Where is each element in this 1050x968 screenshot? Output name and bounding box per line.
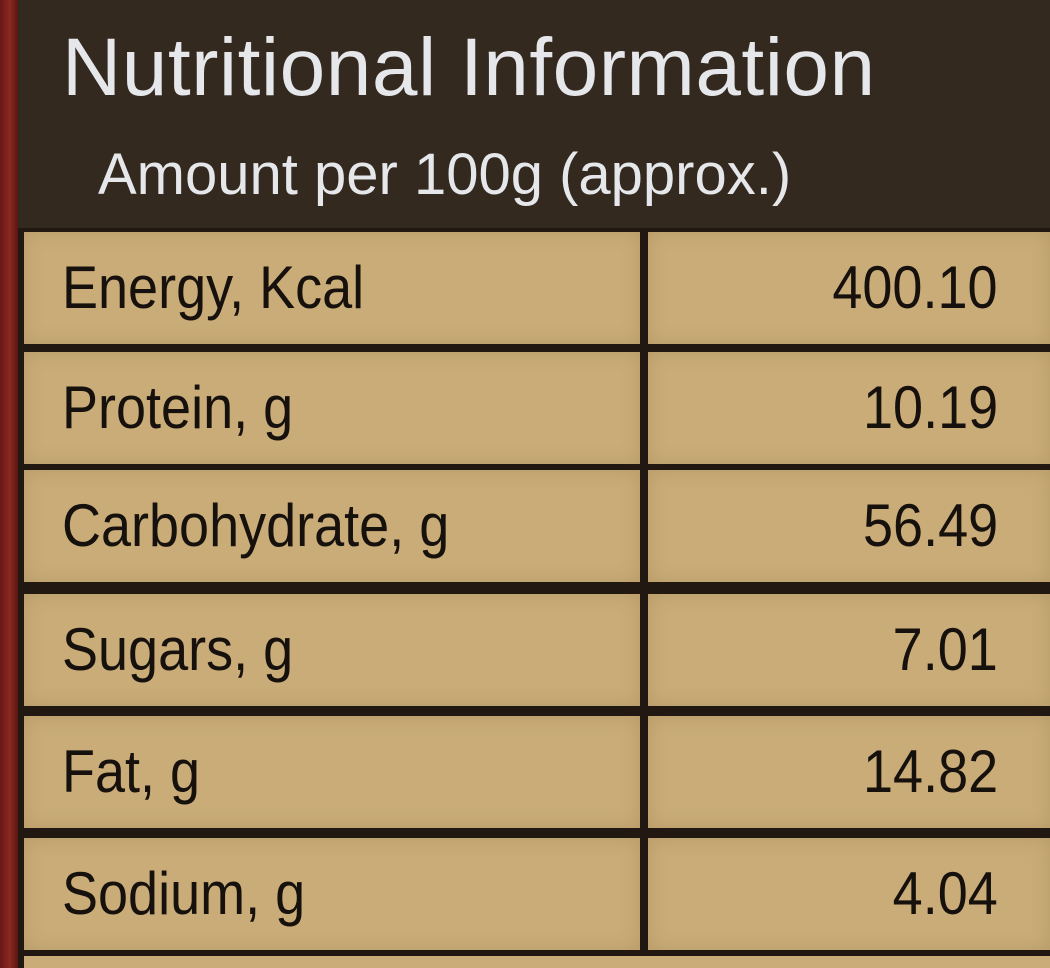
nutrient-label: Carbohydrate, g	[62, 492, 450, 559]
nutrition-table: Energy, Kcal 400.10 Protein, g 10.19 Car…	[18, 228, 1050, 968]
label-cell: Sugars, g	[24, 594, 640, 706]
label-cell: Sodium, g	[24, 838, 640, 950]
nutrition-header: Nutritional Information Amount per 100g …	[18, 0, 1050, 228]
nutrient-label: Energy, Kcal	[62, 254, 365, 321]
value-cell: 14.82	[648, 716, 1050, 828]
table-bottom-edge	[24, 956, 1050, 968]
table-row-energy: Energy, Kcal 400.10	[18, 232, 1050, 350]
nutrient-value: 400.10	[832, 254, 998, 321]
table-row-protein: Protein, g 10.19	[18, 352, 1050, 470]
table-row-fat: Fat, g 14.82	[18, 716, 1050, 834]
table-row-sugars: Sugars, g 7.01	[18, 594, 1050, 712]
nutrient-label: Fat, g	[62, 738, 201, 805]
nutrient-value: 4.04	[892, 860, 998, 927]
label-cell: Energy, Kcal	[24, 232, 640, 344]
label-cell: Protein, g	[24, 352, 640, 464]
nutrition-title: Nutritional Information	[62, 22, 876, 113]
label-cell: Carbohydrate, g	[24, 470, 640, 582]
package-edge	[0, 0, 18, 968]
table-row-carbohydrate: Carbohydrate, g 56.49	[18, 470, 1050, 588]
value-cell: 56.49	[648, 470, 1050, 582]
nutrient-value: 14.82	[862, 738, 998, 805]
nutrient-label: Sodium, g	[62, 860, 306, 927]
table-row-sodium: Sodium, g 4.04	[18, 838, 1050, 956]
nutrient-label: Sugars, g	[62, 616, 294, 683]
nutrient-label: Protein, g	[62, 374, 294, 441]
value-cell: 400.10	[648, 232, 1050, 344]
value-cell: 4.04	[648, 838, 1050, 950]
nutrition-subtitle: Amount per 100g (approx.)	[98, 142, 792, 207]
value-cell: 7.01	[648, 594, 1050, 706]
label-cell: Fat, g	[24, 716, 640, 828]
nutrient-value: 7.01	[892, 616, 998, 683]
nutrient-value: 10.19	[862, 374, 998, 441]
value-cell: 10.19	[648, 352, 1050, 464]
nutrient-value: 56.49	[862, 492, 998, 559]
